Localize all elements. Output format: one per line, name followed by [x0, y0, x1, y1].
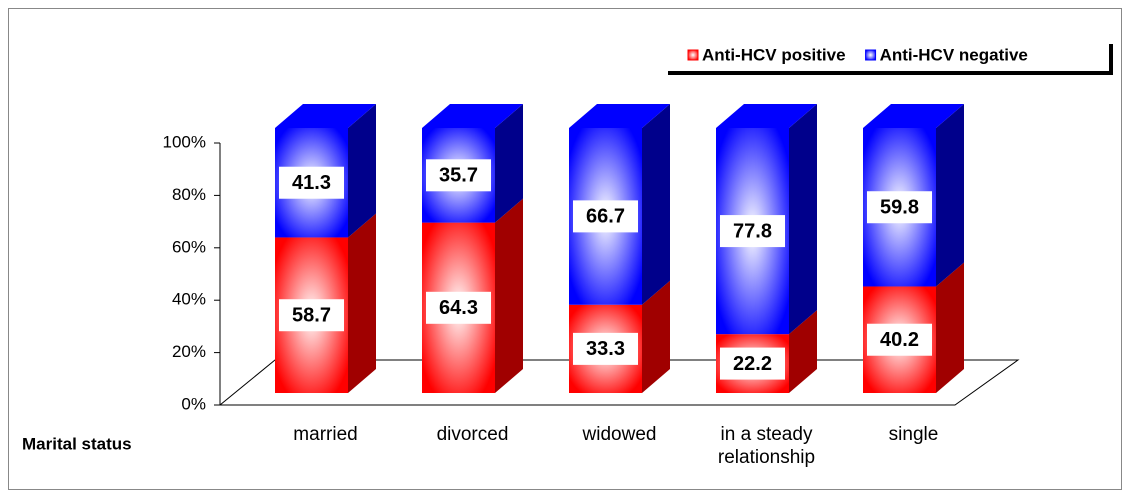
- data-label: 40.2: [880, 329, 919, 351]
- x-tick-label: in a steady relationship: [717, 424, 816, 468]
- bar-side: [348, 213, 376, 393]
- data-label-box: [426, 159, 491, 192]
- bar-side: [936, 104, 964, 287]
- data-label: 66.7: [586, 206, 625, 228]
- data-label-box: [720, 347, 785, 380]
- frame: [8, 8, 1122, 490]
- data-label-box: [573, 200, 638, 233]
- data-label: 64.3: [439, 297, 478, 319]
- y-tick-label: 20%: [172, 342, 206, 361]
- bar-side: [642, 104, 670, 305]
- data-label: 77.8: [733, 220, 772, 242]
- data-label: 58.7: [292, 305, 331, 327]
- legend-swatch: [865, 49, 877, 61]
- bar-top: [422, 104, 523, 128]
- x-tick-label: married: [293, 424, 358, 445]
- legend-swatch: [687, 49, 699, 61]
- y-tick-label: 80%: [172, 185, 206, 204]
- bar-top: [716, 104, 817, 128]
- data-label: 41.3: [292, 172, 331, 194]
- data-label-box: [426, 291, 491, 324]
- x-tick-label: divorced: [436, 424, 509, 445]
- data-label: 59.8: [880, 197, 919, 219]
- data-label: 35.7: [439, 165, 478, 187]
- bar-top: [569, 104, 670, 128]
- data-label: 22.2: [733, 353, 772, 375]
- legend-label: Anti-HCV negative: [880, 45, 1028, 64]
- x-tick-label: widowed: [582, 424, 657, 445]
- floor: [218, 359, 1020, 406]
- bar-side: [495, 104, 523, 223]
- y-tick-label: 60%: [172, 237, 206, 256]
- bar-top: [275, 104, 376, 128]
- y-tick-label: 100%: [163, 132, 206, 151]
- y-tick-label: 40%: [172, 290, 206, 309]
- data-label: 33.3: [586, 338, 625, 360]
- data-label-box: [720, 215, 785, 248]
- data-label-box: [279, 299, 344, 332]
- bar-side: [789, 104, 817, 335]
- data-label-box: [573, 332, 638, 365]
- y-tick-label: 0%: [181, 394, 206, 413]
- bar-side: [936, 262, 964, 393]
- data-label-box: [279, 166, 344, 199]
- bar-side: [789, 310, 817, 393]
- legend-label: Anti-HCV positive: [702, 45, 846, 64]
- bar-side: [495, 198, 523, 393]
- legend-box: [668, 40, 1108, 72]
- data-label-box: [867, 323, 932, 356]
- bar-top: [863, 104, 964, 128]
- data-label-box: [867, 191, 932, 224]
- bar-side: [642, 280, 670, 393]
- x-tick-label: single: [888, 424, 939, 445]
- bar-side: [348, 104, 376, 238]
- x-axis-label: Marital status: [22, 434, 132, 453]
